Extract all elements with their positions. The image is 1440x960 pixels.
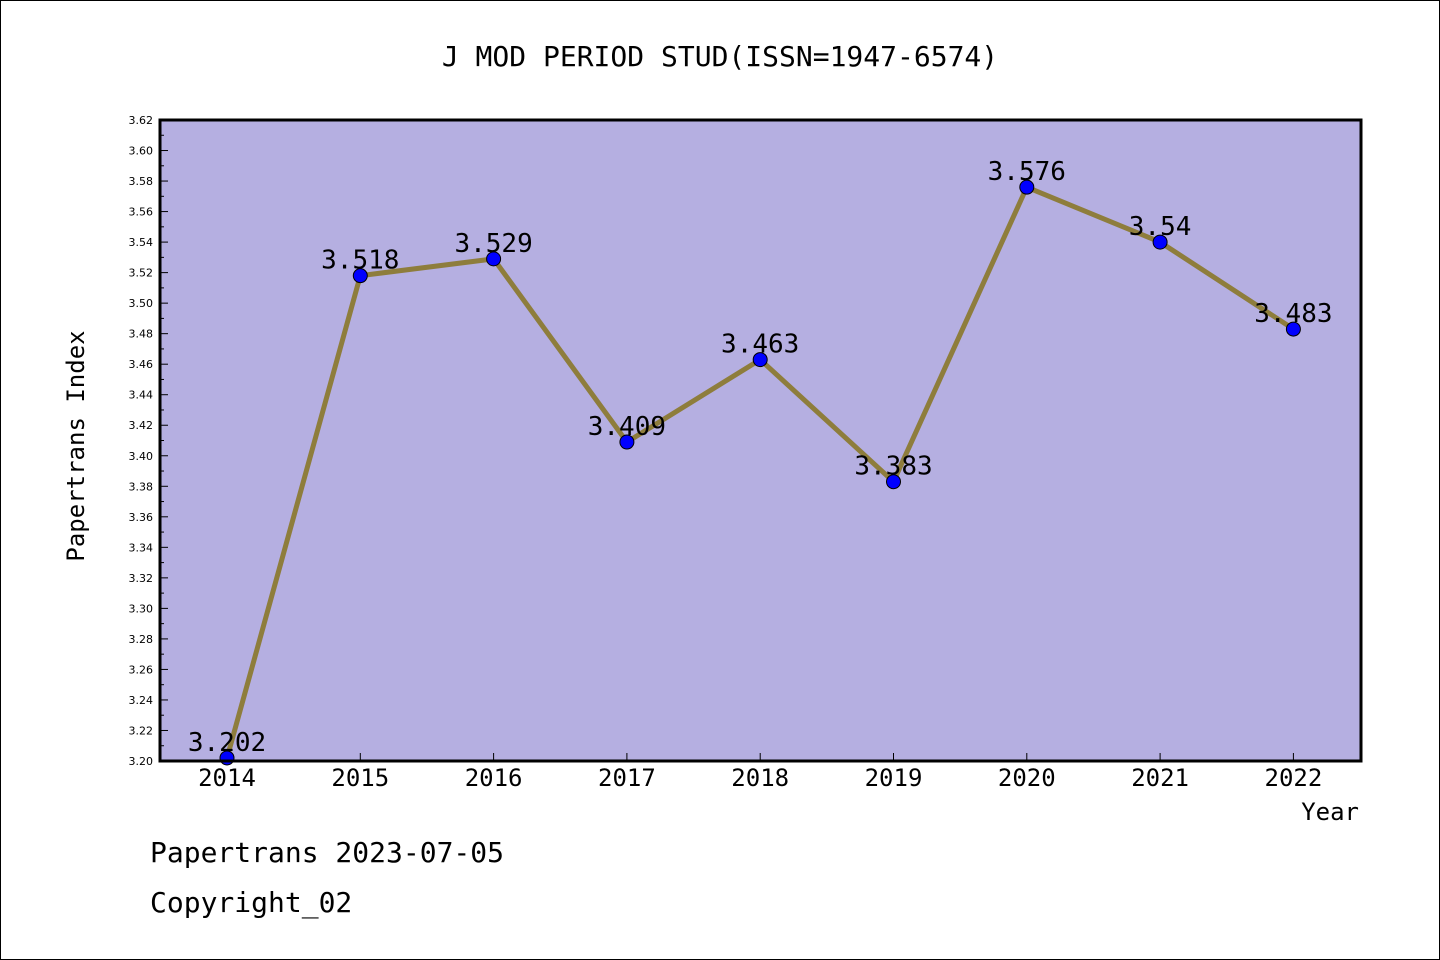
- chart-title: J MOD PERIOD STUD(ISSN=1947-6574): [442, 40, 998, 73]
- data-point: [352, 268, 368, 284]
- y-tick-label: 3.32: [129, 572, 154, 585]
- plot-area: [160, 120, 1361, 761]
- y-tick-label: 3.20: [129, 755, 154, 768]
- y-tick-label: 3.50: [129, 297, 154, 310]
- data-label: 3.518: [321, 246, 399, 276]
- y-tick-label: 3.46: [129, 358, 154, 371]
- y-axis: 3.20 3.22 3.24 3.26 3.28 3.30 3.32 3.34 3.36 3.38…: [129, 114, 168, 768]
- y-tick-label: 3.62: [129, 114, 154, 127]
- y-tick-label: 3.40: [129, 450, 154, 463]
- data-point: [619, 434, 635, 450]
- y-tick-label: 3.26: [129, 663, 154, 676]
- y-tick-label: 3.34: [129, 541, 154, 554]
- y-tick-label: 3.48: [129, 328, 154, 341]
- y-tick-label: 3.42: [129, 419, 154, 432]
- y-tick-label: 3.52: [129, 267, 154, 280]
- data-point: [1285, 321, 1301, 337]
- y-tick-label: 3.58: [129, 175, 154, 188]
- y-tick-label: 3.36: [129, 511, 154, 524]
- y-tick-label: 3.22: [129, 724, 154, 737]
- x-tick-label: 2020: [998, 764, 1056, 792]
- data-point: [1019, 179, 1035, 195]
- y-axis-label: Papertrans Index: [62, 330, 90, 561]
- y-tick-label: 3.44: [129, 389, 154, 402]
- data-point: [486, 251, 502, 267]
- data-label: 3.576: [988, 157, 1066, 187]
- y-tick-label: 3.56: [129, 206, 154, 219]
- x-tick-label: 2021: [1131, 764, 1189, 792]
- data-labels: 3.202 3.518 3.529 3.409 3.463 3.383 3.576 3.54 3…: [188, 157, 1333, 758]
- data-label: 3.202: [188, 728, 266, 758]
- data-label: 3.463: [721, 330, 799, 360]
- data-label: 3.529: [454, 229, 532, 259]
- y-tick-label: 3.60: [129, 145, 154, 158]
- x-axis: 2014 2015 2016 2017 2018 2019 2020 2021 2022: [198, 753, 1322, 792]
- y-tick-label: 3.54: [129, 236, 154, 249]
- data-point: [1152, 234, 1168, 250]
- y-tick-label: 3.24: [129, 694, 154, 707]
- x-axis-label: Year: [1301, 798, 1359, 826]
- y-tick-label: 3.28: [129, 633, 154, 646]
- x-tick-label: 2022: [1265, 764, 1323, 792]
- footer-date: Papertrans 2023-07-05: [150, 836, 505, 869]
- y-tick-label: 3.38: [129, 480, 154, 493]
- y-tick-label: 3.30: [129, 602, 154, 615]
- data-label: 3.54: [1129, 212, 1192, 242]
- data-label: 3.483: [1254, 299, 1332, 329]
- x-tick-label: 2019: [865, 764, 923, 792]
- data-label: 3.383: [854, 452, 932, 482]
- data-label: 3.409: [588, 412, 666, 442]
- footer-copyright: Copyright_02: [150, 886, 353, 919]
- data-point: [886, 474, 901, 490]
- x-tick-label: 2015: [331, 764, 389, 792]
- x-tick-label: 2018: [731, 764, 789, 792]
- series-markers: [219, 179, 1301, 766]
- plot-border: [158, 118, 1363, 763]
- x-tick-label: 2017: [598, 764, 656, 792]
- x-tick-label: 2016: [465, 764, 523, 792]
- x-tick-label: 2014: [198, 764, 256, 792]
- data-point: [752, 352, 768, 368]
